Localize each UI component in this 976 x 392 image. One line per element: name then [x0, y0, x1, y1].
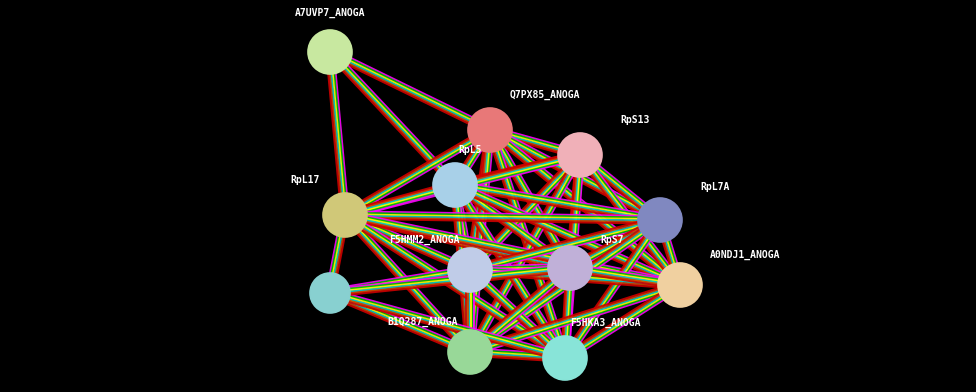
- Circle shape: [638, 198, 682, 242]
- Circle shape: [658, 263, 702, 307]
- Circle shape: [558, 133, 602, 177]
- Circle shape: [543, 336, 587, 380]
- Circle shape: [468, 108, 512, 152]
- Text: RpL17: RpL17: [291, 175, 320, 185]
- Circle shape: [308, 30, 352, 74]
- Text: F5HKA3_ANOGA: F5HKA3_ANOGA: [570, 318, 640, 328]
- Circle shape: [448, 248, 492, 292]
- Text: RpL7A: RpL7A: [700, 182, 729, 192]
- Text: B1Q287_ANOGA: B1Q287_ANOGA: [387, 317, 458, 327]
- Text: Q7PX85_ANOGA: Q7PX85_ANOGA: [510, 90, 581, 100]
- Text: RpS7: RpS7: [600, 235, 624, 245]
- Text: RpS13: RpS13: [620, 115, 649, 125]
- Circle shape: [433, 163, 477, 207]
- Text: RpL5: RpL5: [459, 145, 482, 155]
- Text: A7UVP7_ANOGA: A7UVP7_ANOGA: [295, 8, 365, 18]
- Text: F5HMM2_ANOGA: F5HMM2_ANOGA: [389, 235, 460, 245]
- Circle shape: [448, 330, 492, 374]
- Circle shape: [548, 246, 592, 290]
- Circle shape: [310, 273, 350, 313]
- Circle shape: [323, 193, 367, 237]
- Text: A0NDJ1_ANOGA: A0NDJ1_ANOGA: [710, 250, 781, 260]
